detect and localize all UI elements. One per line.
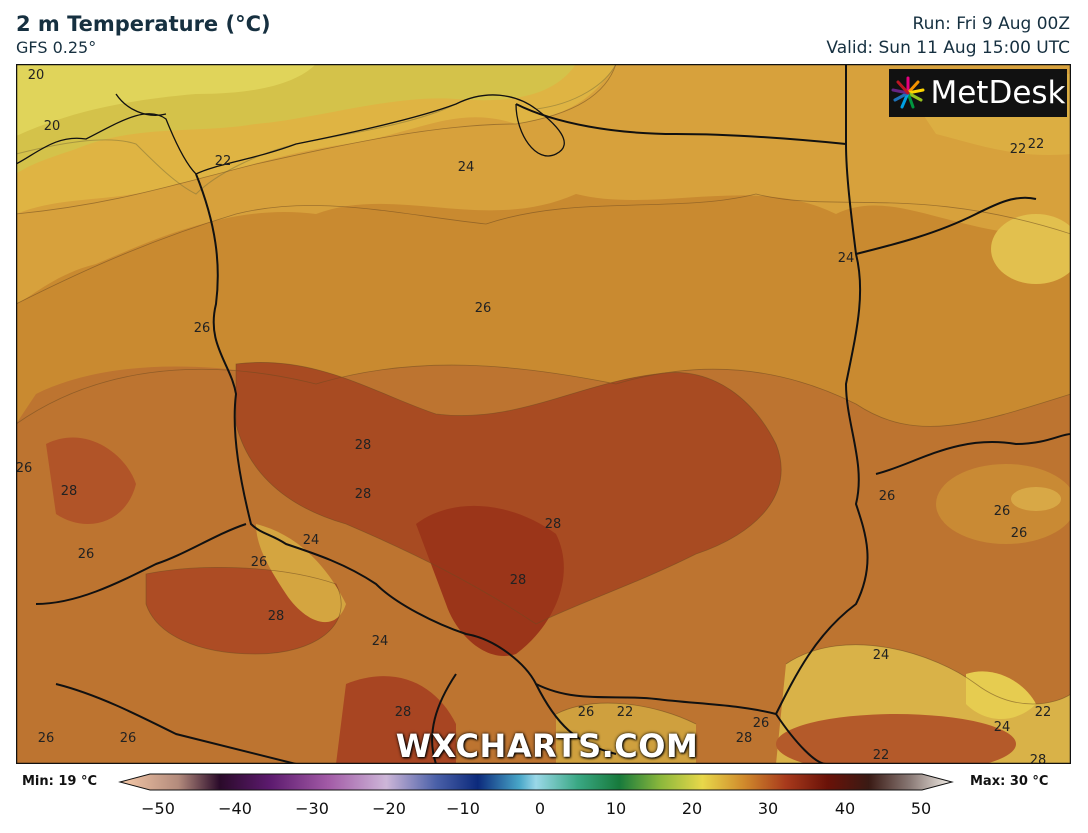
map-zone-19 <box>16 64 316 136</box>
colorbar-tick: 50 <box>911 799 931 818</box>
country-borders <box>35 64 1071 764</box>
map-label: 24 <box>994 720 1011 735</box>
map-label: 26 <box>120 731 137 746</box>
map-zone-east-cool <box>991 214 1071 284</box>
map-label: 28 <box>355 487 372 502</box>
colorbar-tick: −50 <box>141 799 175 818</box>
colorbar-tick: 10 <box>606 799 626 818</box>
map-zone-24-carpathians <box>556 703 696 764</box>
map-label: 20 <box>28 68 45 83</box>
contour-lines <box>16 64 1071 725</box>
map-zone-28-central <box>236 362 782 624</box>
map-label: 20 <box>44 119 61 134</box>
map-zone-24-sudetes <box>256 524 346 623</box>
map-label: 28 <box>1030 753 1047 764</box>
map-label: 28 <box>268 609 285 624</box>
map-label: 26 <box>1011 526 1028 541</box>
metdesk-logo: MetDesk <box>889 69 1067 117</box>
colorbar-ticks: −50 −40 −30 −20 −10 0 10 20 30 40 50 <box>141 799 931 818</box>
colorbar-tick: 40 <box>835 799 855 818</box>
watermark: WXCHARTS.COM <box>395 727 699 765</box>
map-label: 28 <box>61 484 78 499</box>
coastline <box>16 93 565 175</box>
map-label: 28 <box>510 573 527 588</box>
model-name: GFS 0.25° <box>16 38 97 57</box>
logo-text: MetDesk <box>930 75 1066 111</box>
colorbar-tick: −40 <box>218 799 252 818</box>
colorbar-tick: 20 <box>682 799 702 818</box>
max-label: Max: 30 °C <box>970 774 1049 789</box>
map-label: 26 <box>194 321 211 336</box>
map-label: 26 <box>879 489 896 504</box>
map-frame <box>16 64 1071 764</box>
chart-title: 2 m Temperature (°C) <box>16 12 271 36</box>
map-label: 24 <box>838 251 855 266</box>
map-label: 28 <box>395 705 412 720</box>
map-zone-26-east <box>936 464 1071 544</box>
map-label: 22 <box>215 154 232 169</box>
map-label: 28 <box>736 731 753 746</box>
map-label: 26 <box>78 547 95 562</box>
colorbar-tick: 30 <box>758 799 778 818</box>
colorbar-tick: −20 <box>372 799 406 818</box>
map-label: 22 <box>873 748 890 763</box>
map-label: 26 <box>753 716 770 731</box>
map-label: 26 <box>38 731 55 746</box>
map-label: 24 <box>303 533 320 548</box>
map-label: 28 <box>545 517 562 532</box>
colorbar-gradient <box>118 773 954 791</box>
run-time: Run: Fri 9 Aug 00Z <box>912 14 1070 34</box>
map-label: 24 <box>372 634 389 649</box>
map-label: 22 <box>1028 137 1045 152</box>
metdesk-burst-icon <box>891 76 925 109</box>
map-svg: 20 20 22 24 22 22 24 26 26 28 28 28 28 2… <box>16 64 1071 764</box>
colorbar-tick: −30 <box>295 799 329 818</box>
temperature-map[interactable]: 20 20 22 24 22 22 24 26 26 28 28 28 28 2… <box>16 64 1071 764</box>
map-zone-28-se <box>776 714 1016 764</box>
map-zone-24-east <box>1011 487 1061 511</box>
colorbar-tick: −10 <box>446 799 480 818</box>
map-label: 26 <box>251 555 268 570</box>
map-label: 26 <box>578 705 595 720</box>
map-label: 28 <box>355 438 372 453</box>
map-label: 22 <box>1010 142 1027 157</box>
map-zone-28-south <box>336 676 456 764</box>
colorbar-tick: 0 <box>535 799 545 818</box>
map-label: 26 <box>994 504 1011 519</box>
map-label: 22 <box>617 705 634 720</box>
valid-time: Valid: Sun 11 Aug 15:00 UTC <box>826 38 1070 58</box>
map-zone-22-se-core <box>966 671 1036 719</box>
map-label: 24 <box>873 648 890 663</box>
map-label: 22 <box>1035 705 1052 720</box>
map-label: 24 <box>458 160 475 175</box>
map-label: 26 <box>16 461 32 476</box>
contour-labels: 20 20 22 24 22 22 24 26 26 28 28 28 28 2… <box>16 68 1051 764</box>
colorbar: −50 −40 −30 −20 −10 0 10 20 30 40 50 <box>118 773 954 818</box>
map-label: 26 <box>475 301 492 316</box>
map-zone-28-west <box>46 437 136 524</box>
min-label: Min: 19 °C <box>22 774 98 789</box>
